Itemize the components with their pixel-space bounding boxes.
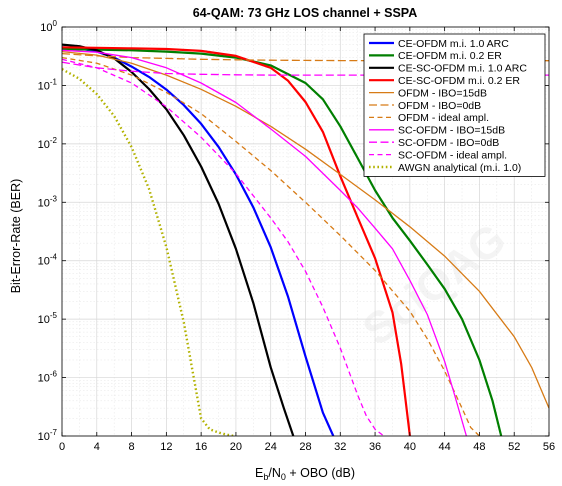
x-tick-label: 52 xyxy=(508,441,520,453)
x-axis-label-sub-0: 0 xyxy=(281,472,286,481)
legend-label-3: CE-SC-OFDM m.i. 1.0 ARC xyxy=(398,63,527,75)
y-tick-label: 10-7 xyxy=(38,428,58,443)
x-tick-label: 32 xyxy=(334,441,346,453)
x-tick-label: 44 xyxy=(439,441,451,453)
y-tick-label: 10-4 xyxy=(38,253,58,268)
x-axis-label-tail: + OBO (dB) xyxy=(286,466,355,480)
x-tick-label: 40 xyxy=(404,441,416,453)
y-tick-label: 10-1 xyxy=(38,77,58,92)
y-tick-labels: 10-7 10-6 10-5 10-4 10-3 10-2 10-1 100 xyxy=(38,19,58,443)
x-tick-label: 12 xyxy=(160,441,172,453)
x-axis-label-mid: /N xyxy=(268,466,281,480)
legend-label-2: CE-OFDM m.i. 0.2 ER xyxy=(398,50,502,62)
x-tick-label: 20 xyxy=(230,441,242,453)
x-axis-label-sub-b: b xyxy=(263,472,268,481)
x-axis-label: Eb/N0 + OBO (dB) xyxy=(255,466,355,481)
x-tick-label: 24 xyxy=(265,441,277,453)
y-axis-label: Bit-Error-Rate (BER) xyxy=(9,179,23,294)
x-axis-label-main: E xyxy=(255,466,263,480)
y-tick-label: 10-2 xyxy=(38,136,58,151)
series-line-4 xyxy=(62,46,411,436)
series-line-8 xyxy=(62,49,468,436)
x-tick-labels: 0 4 8 12 16 20 24 28 32 36 40 44 48 52 56 xyxy=(59,441,555,453)
legend-label-7: OFDM - ideal ampl. xyxy=(398,112,489,124)
x-tick-label: 28 xyxy=(299,441,311,453)
legend-label-8: SC-OFDM - IBO=15dB xyxy=(398,125,505,137)
series-line-10 xyxy=(62,58,385,436)
y-tick-label: 100 xyxy=(40,19,57,34)
x-tick-label: 4 xyxy=(94,441,100,453)
legend-label-9: SC-OFDM - IBO=0dB xyxy=(398,137,499,149)
legend-label-4: CE-SC-OFDM m.i. 0.2 ER xyxy=(398,75,520,87)
x-tick-label: 8 xyxy=(129,441,135,453)
x-tick-label: 16 xyxy=(195,441,207,453)
y-tick-label: 10-3 xyxy=(38,194,58,209)
legend-label-10: SC-OFDM - ideal ampl. xyxy=(398,149,507,161)
legend-label-11: AWGN analytical (m.i. 1.0) xyxy=(398,162,521,174)
x-tick-label: 36 xyxy=(369,441,381,453)
legend-label-1: CE-OFDM m.i. 1.0 ARC xyxy=(398,38,509,50)
legend-label-5: OFDM - IBO=15dB xyxy=(398,87,487,99)
series-line-5 xyxy=(62,50,549,409)
y-tick-label: 10-5 xyxy=(38,311,58,326)
x-tick-label: 48 xyxy=(473,441,485,453)
series-line-11 xyxy=(62,68,235,436)
x-tick-label: 56 xyxy=(543,441,555,453)
series-layer xyxy=(62,43,549,436)
series-line-2 xyxy=(62,47,503,436)
x-tick-label: 0 xyxy=(59,441,65,453)
y-tick-label: 10-6 xyxy=(38,370,58,385)
legend-label-6: OFDM - IBO=0dB xyxy=(398,100,481,112)
tick-layer xyxy=(61,26,550,437)
legend-box xyxy=(363,33,546,177)
chart-title: 64-QAM: 73 GHz LOS channel + SSPA xyxy=(193,6,417,20)
